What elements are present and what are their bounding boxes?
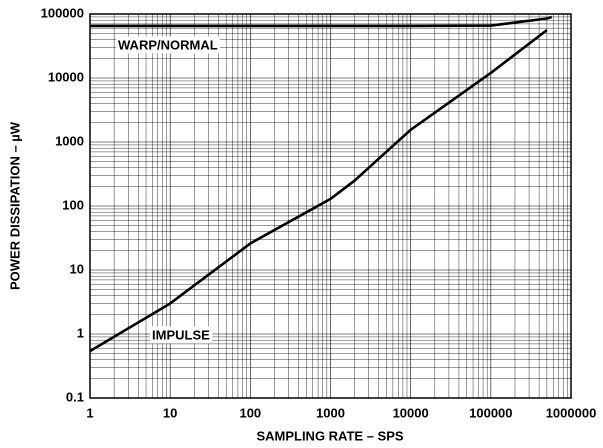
x-tick-label: 100000 (469, 405, 512, 420)
y-tick-label: 100 (62, 197, 84, 212)
series-label: IMPULSE (152, 327, 210, 342)
series-label: WARP/NORMAL (118, 37, 218, 52)
y-tick-label: 0.1 (66, 389, 84, 404)
series-label-bg (116, 36, 220, 54)
x-tick-label: 1000 (316, 405, 345, 420)
x-tick-label: 1 (86, 405, 93, 420)
x-tick-label: 10000 (393, 405, 429, 420)
y-tick-label: 10000 (48, 69, 84, 84)
line (90, 15, 553, 28)
x-tick-label: 100 (239, 405, 261, 420)
y-tick-label: 1 (77, 325, 84, 340)
series-label-bg (150, 326, 213, 344)
y-tick-label: 100000 (41, 5, 84, 20)
x-tick-label: 1000000 (546, 405, 597, 420)
x-axis-label: SAMPLING RATE – SPS (256, 428, 403, 443)
y-tick-label: 10 (70, 261, 84, 276)
line (89, 29, 548, 353)
y-tick-label: 1000 (55, 133, 84, 148)
plot-frame (89, 13, 572, 399)
x-tick-label: 10 (163, 405, 177, 420)
y-axis-label: POWER DISSIPATION – µW (7, 121, 22, 290)
